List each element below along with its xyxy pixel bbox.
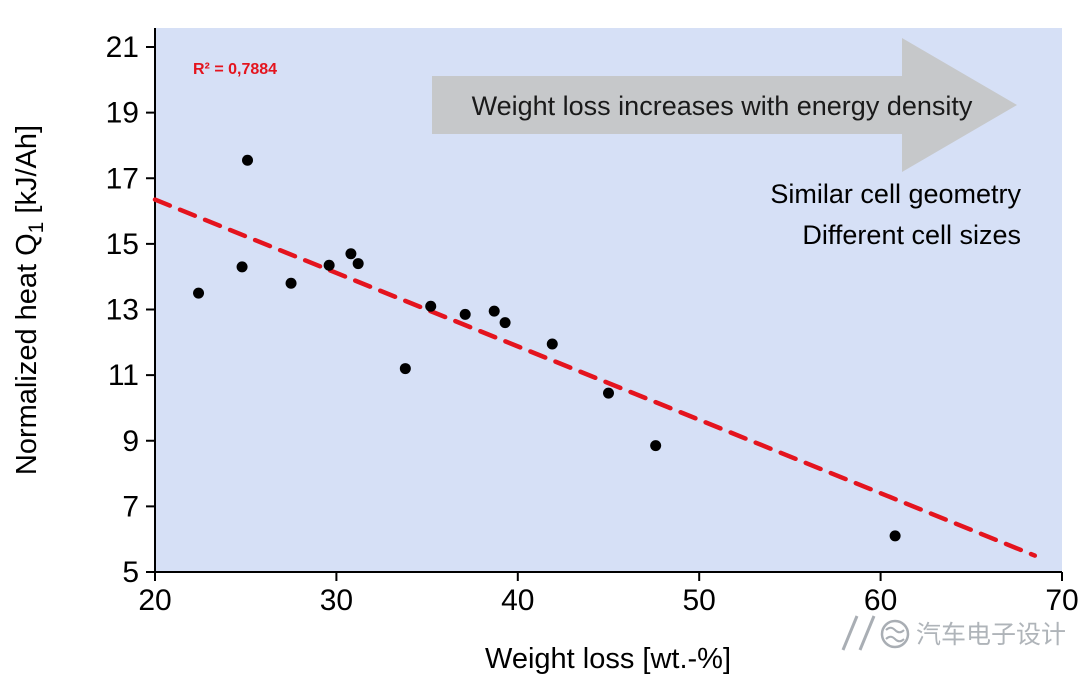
watermark: 汽车电子设计 <box>841 615 1066 651</box>
watermark-logo-icon <box>880 619 910 649</box>
data-points-group <box>193 154 901 542</box>
note-line-2: Different cell sizes <box>802 220 1021 250</box>
y-tick-label: 19 <box>106 97 139 130</box>
x-tick-label: 70 <box>1045 584 1078 617</box>
y-tick-label: 5 <box>122 556 139 589</box>
data-point <box>889 530 901 542</box>
arrow-banner-icon <box>432 38 1017 172</box>
y-axis-title-subscript: 1 <box>25 222 48 234</box>
y-tick-label: 11 <box>108 359 139 392</box>
watermark-slash-icon <box>841 615 859 651</box>
x-tick-label: 50 <box>683 584 716 617</box>
data-point <box>193 287 205 299</box>
trendline-group <box>152 197 1038 558</box>
data-point <box>459 308 471 320</box>
data-point <box>425 300 437 312</box>
watermark-text: 汽车电子设计 <box>916 621 1066 649</box>
data-point <box>488 305 500 317</box>
data-point <box>352 258 364 270</box>
x-tick-label: 40 <box>501 584 534 617</box>
data-point <box>242 154 254 166</box>
data-point <box>345 248 357 260</box>
data-point <box>650 440 662 452</box>
r-squared-label: R² = 0,7884 <box>193 61 277 78</box>
x-axis-ticks: 20 30 40 50 60 70 <box>138 572 1079 617</box>
x-tick-label: 20 <box>138 584 171 617</box>
x-tick-label: 60 <box>864 584 897 617</box>
note-line-1: Similar cell geometry <box>770 179 1021 209</box>
y-axis-title: Normalized heat Q1 [kJ/Ah] <box>11 125 48 475</box>
y-tick-label: 9 <box>122 425 139 458</box>
data-point <box>499 317 511 329</box>
data-point <box>285 277 297 289</box>
arrow-label: Weight loss increases with energy densit… <box>472 91 973 121</box>
y-tick-label: 17 <box>106 162 139 195</box>
y-axis-title-main: Normalized heat Q <box>11 233 43 475</box>
data-point <box>546 338 558 350</box>
x-axis-title: Weight loss [wt.-%] <box>485 643 731 675</box>
y-axis-title-units: [kJ/Ah] <box>11 125 43 222</box>
y-tick-label: 21 <box>106 31 139 64</box>
data-point <box>399 363 411 375</box>
trendline <box>152 197 1038 558</box>
data-point <box>603 387 614 399</box>
y-tick-label: 7 <box>122 490 139 523</box>
y-tick-label: 13 <box>106 294 139 327</box>
y-axis-ticks: 5 7 9 11 13 15 17 19 21 <box>106 31 155 589</box>
data-point <box>323 259 335 271</box>
watermark-slash-icon <box>858 615 876 651</box>
x-tick-label: 30 <box>320 584 353 617</box>
y-tick-label: 15 <box>106 228 139 261</box>
data-point <box>236 261 248 273</box>
